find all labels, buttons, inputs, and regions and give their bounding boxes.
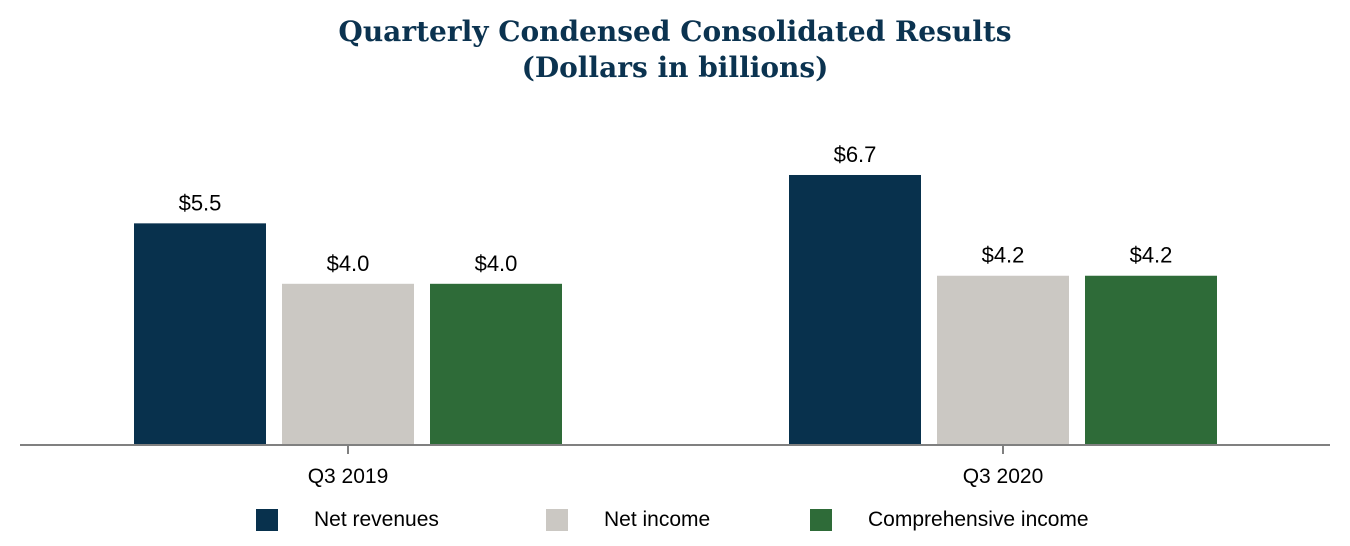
chart-title: Quarterly Condensed Consolidated Results… bbox=[0, 14, 1350, 86]
legend-swatch bbox=[256, 509, 278, 531]
data-label: $4.2 bbox=[982, 243, 1025, 268]
legend-swatch bbox=[546, 509, 568, 531]
data-label: $6.7 bbox=[834, 142, 877, 167]
bar-net-income-q3-2019 bbox=[282, 283, 414, 445]
data-label: $4.0 bbox=[475, 251, 518, 276]
bar-comprehensive-income-q3-2020 bbox=[1085, 275, 1217, 445]
legend-label: Net revenues bbox=[314, 508, 439, 531]
legend-item-net-income: Net income bbox=[546, 508, 710, 532]
bar-net-revenues-q3-2020 bbox=[789, 174, 921, 446]
chart-title-line2: (Dollars in billions) bbox=[521, 51, 829, 84]
legend-label: Comprehensive income bbox=[868, 508, 1089, 531]
legend-item-comprehensive-income: Comprehensive income bbox=[810, 508, 1089, 532]
chart-title-line1: Quarterly Condensed Consolidated Results bbox=[338, 15, 1012, 48]
data-label: $5.5 bbox=[179, 190, 222, 215]
data-label: $4.0 bbox=[327, 251, 370, 276]
x-tick-label: Q3 2020 bbox=[963, 465, 1044, 488]
bar-comprehensive-income-q3-2019 bbox=[430, 283, 562, 445]
legend-swatch bbox=[810, 509, 832, 531]
data-label: $4.2 bbox=[1130, 243, 1173, 268]
bar-net-revenues-q3-2019 bbox=[134, 223, 266, 445]
x-tick-label: Q3 2019 bbox=[308, 465, 389, 488]
bar-chart: $5.5 $4.0 $4.0 Q3 2019 $6.7 $4.2 $4.2 Q3 2020 bbox=[20, 142, 1330, 488]
legend-item-net-revenues: Net revenues bbox=[256, 508, 439, 532]
legend-label: Net income bbox=[604, 508, 711, 531]
bar-net-income-q3-2020 bbox=[937, 275, 1069, 445]
legend: Net revenues Net income Comprehensive inco… bbox=[0, 508, 1350, 538]
